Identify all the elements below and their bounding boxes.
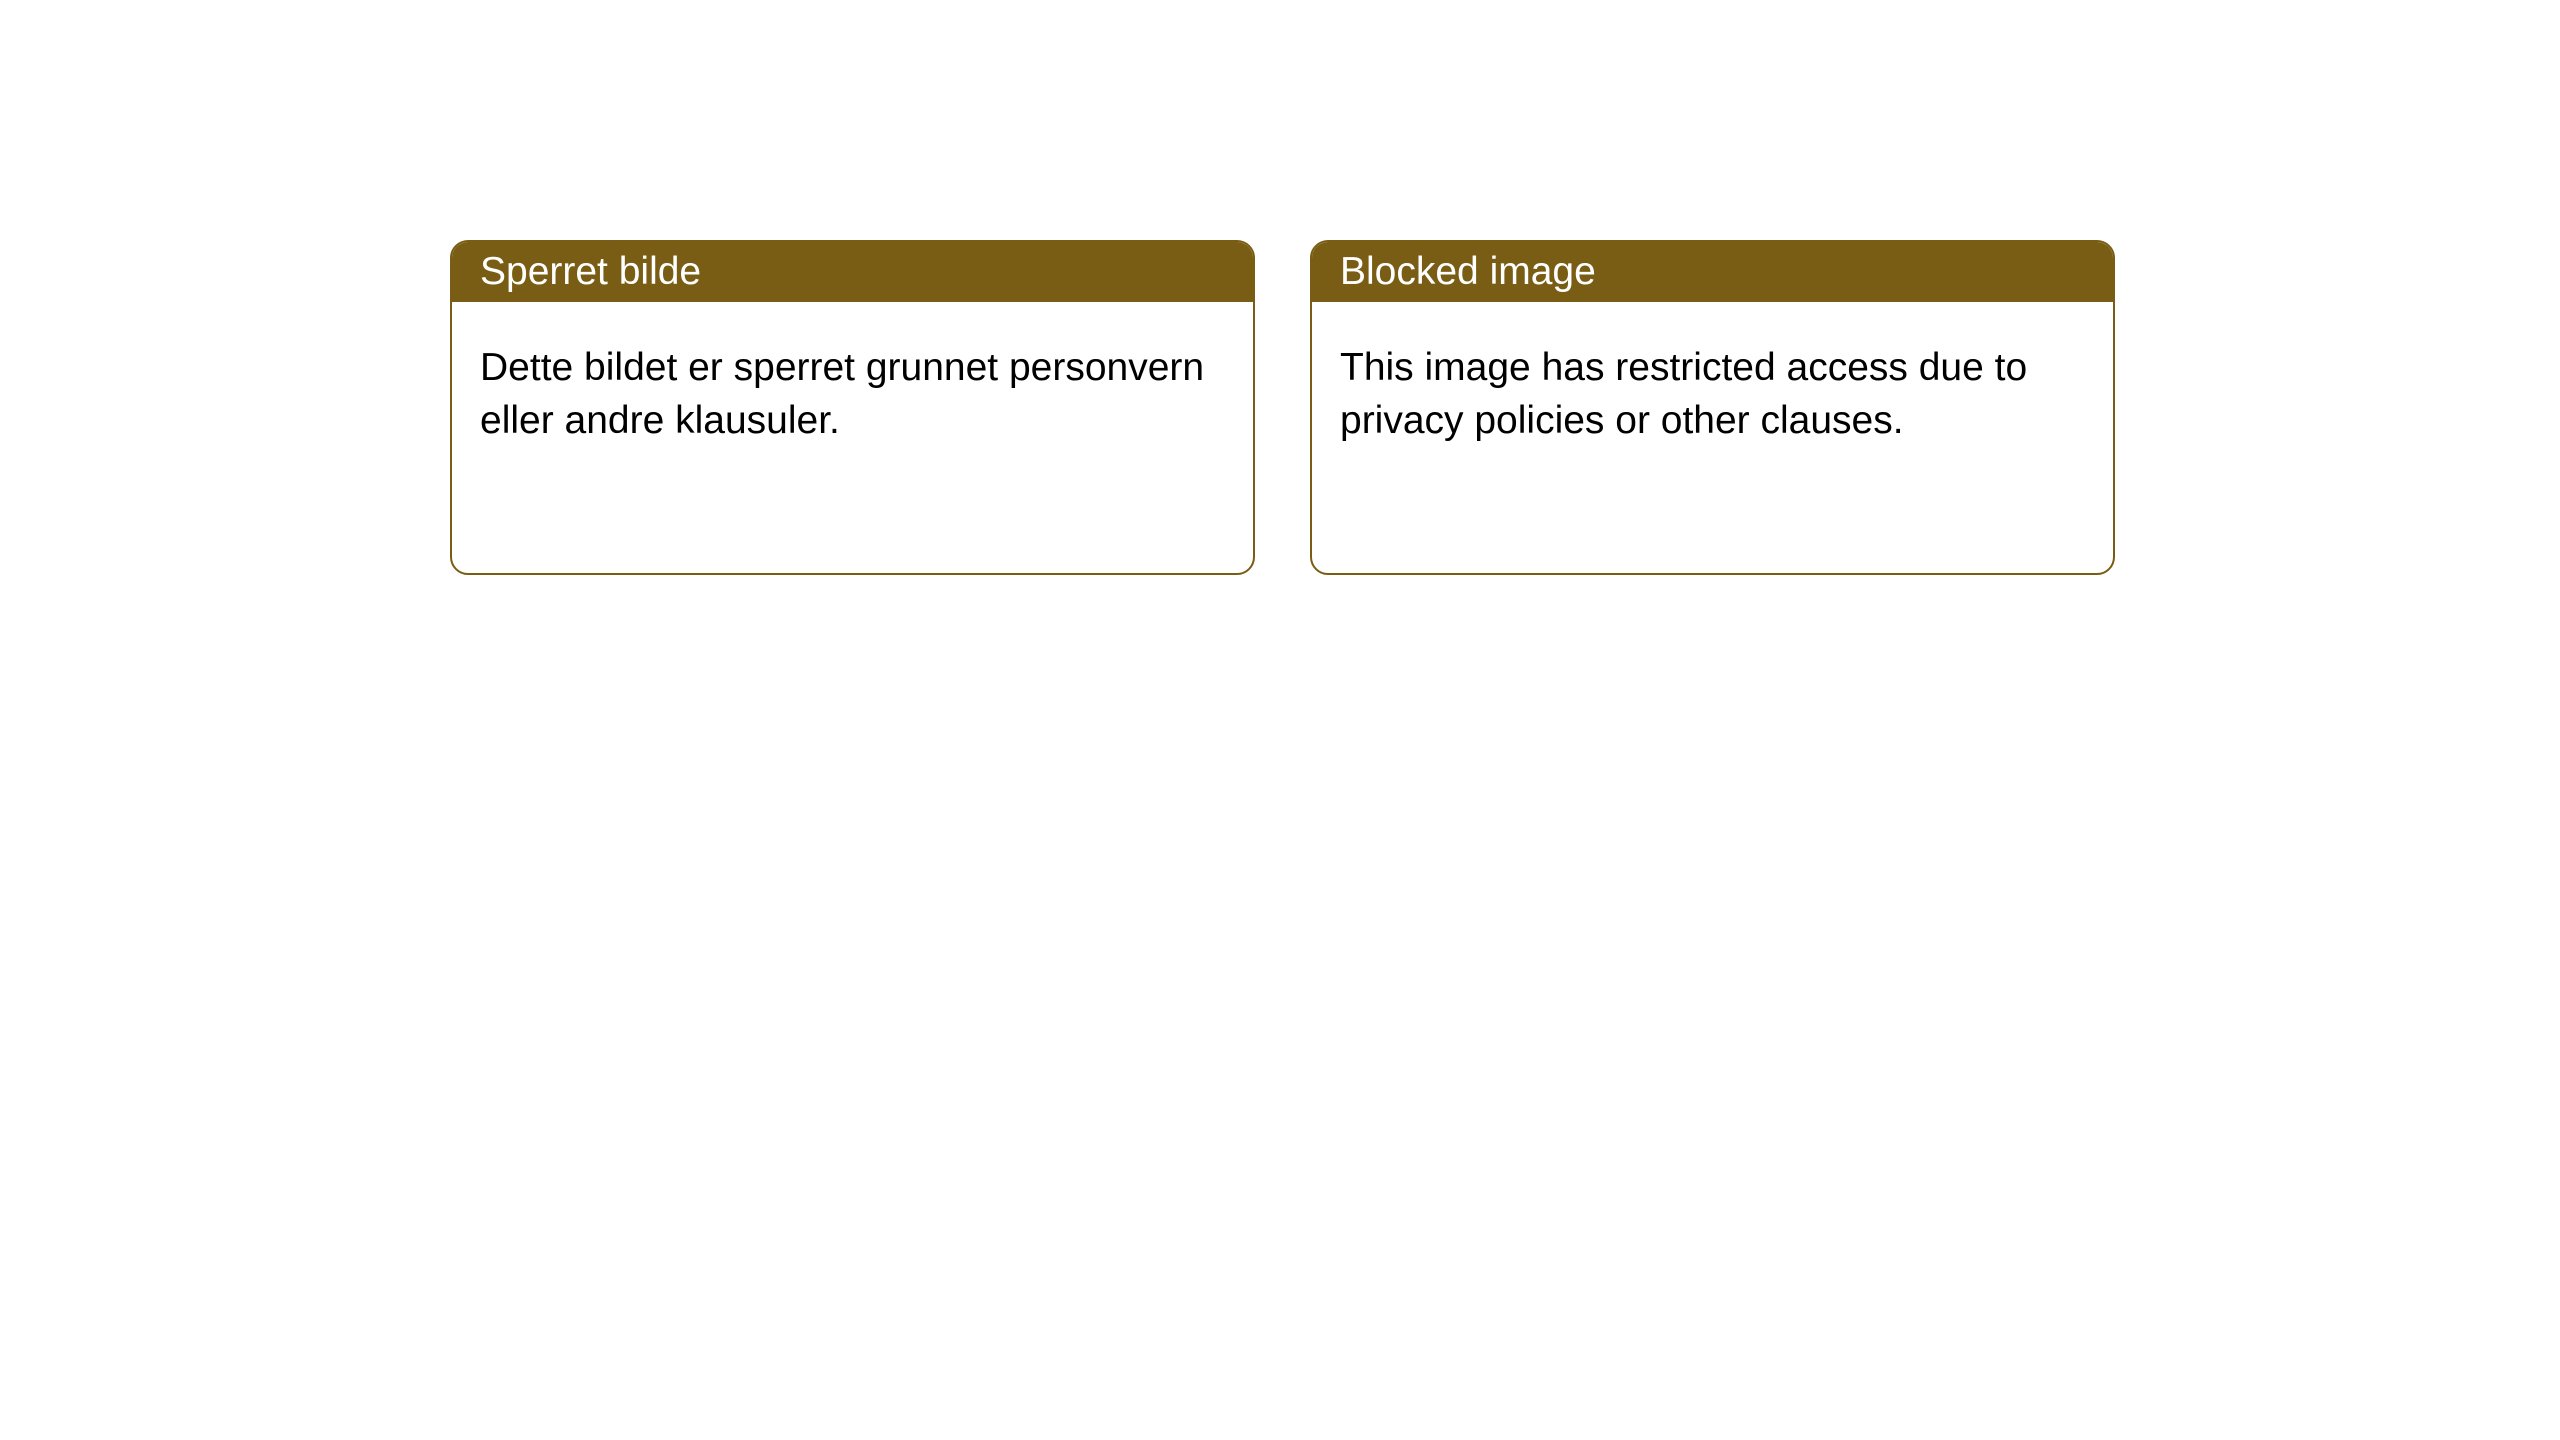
card-body: Dette bildet er sperret grunnet personve… bbox=[452, 302, 1253, 487]
cards-container: Sperret bilde Dette bildet er sperret gr… bbox=[450, 240, 2115, 575]
blocked-image-card-no: Sperret bilde Dette bildet er sperret gr… bbox=[450, 240, 1255, 575]
card-body: This image has restricted access due to … bbox=[1312, 302, 2113, 487]
card-header: Sperret bilde bbox=[452, 242, 1253, 302]
card-header: Blocked image bbox=[1312, 242, 2113, 302]
blocked-image-card-en: Blocked image This image has restricted … bbox=[1310, 240, 2115, 575]
